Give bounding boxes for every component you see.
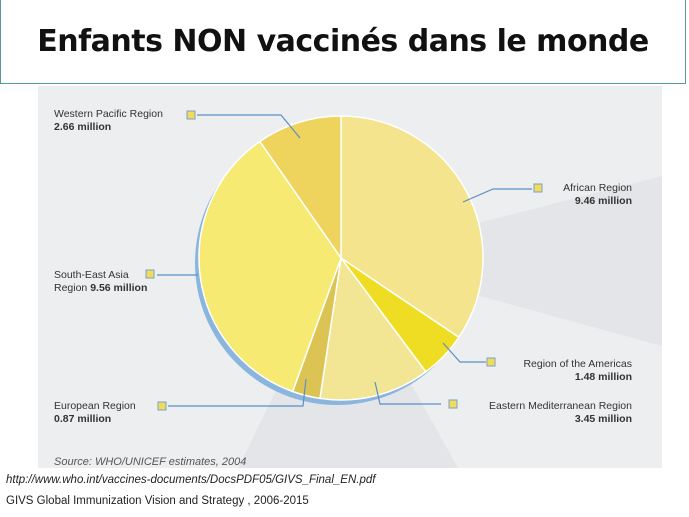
pie-slices [195, 115, 484, 405]
label-south-east-asia-name: South-East Asia [54, 269, 129, 281]
pie-chart-figure: Western Pacific Region 2.66 million Afri… [38, 86, 662, 468]
label-eastern-med-value: 3.45 million [574, 413, 632, 425]
label-south-east-asia-name-2: Region [54, 282, 88, 294]
marker-eastern-med [448, 399, 458, 409]
label-european: European Region 0.87 million [54, 400, 136, 426]
slide-title: Enfants NON vaccinés dans le monde [37, 24, 649, 59]
marker-south-east-asia [145, 269, 155, 279]
pie-chart [145, 110, 662, 468]
label-european-value: 0.87 million [54, 413, 112, 425]
title-box: Enfants NON vaccinés dans le monde [0, 0, 686, 84]
marker-western-pacific [186, 110, 196, 120]
slice-south-east-asia [198, 140, 342, 393]
label-eastern-med-name: Eastern Mediterranean Region [488, 400, 632, 412]
label-western-pacific-name: Western Pacific Region [54, 108, 163, 120]
slice-western-pacific [258, 115, 342, 261]
bg-ray-right [341, 176, 662, 346]
label-eastern-med: Eastern Mediterranean Region 3.45 millio… [458, 400, 632, 426]
slice-african [340, 115, 484, 339]
label-european-name: European Region [54, 400, 136, 412]
leader-americas [442, 342, 486, 363]
leader-eastern-med [374, 381, 441, 405]
leader-european [168, 378, 307, 407]
marker-americas [486, 357, 496, 367]
source-url[interactable]: http://www.who.int/vaccines-documents/Do… [6, 474, 376, 486]
footer-text: GIVS Global Immunization Vision and Stra… [6, 495, 309, 507]
label-south-east-asia: South-East Asia Region 9.56 million [54, 269, 147, 295]
label-south-east-asia-value: 9.56 million [90, 282, 148, 294]
label-african-name: African Region [563, 182, 632, 194]
label-americas: Region of the Americas 1.48 million [482, 358, 632, 384]
slice-eastern-med [319, 256, 427, 401]
leader-african [462, 188, 532, 203]
leader-western-pacific [197, 114, 301, 139]
label-african: African Region 9.46 million [508, 182, 632, 208]
label-western-pacific-value: 2.66 million [54, 121, 112, 133]
source-note: Source: WHO/UNICEF estimates, 2004 [54, 456, 247, 468]
marker-african [533, 183, 543, 193]
leader-lines [145, 110, 543, 411]
marker-european [157, 401, 167, 411]
label-african-value: 9.46 million [574, 195, 632, 207]
label-americas-name: Region of the Americas [523, 358, 632, 370]
label-western-pacific: Western Pacific Region 2.66 million [54, 108, 163, 134]
label-americas-value: 1.48 million [574, 371, 632, 383]
